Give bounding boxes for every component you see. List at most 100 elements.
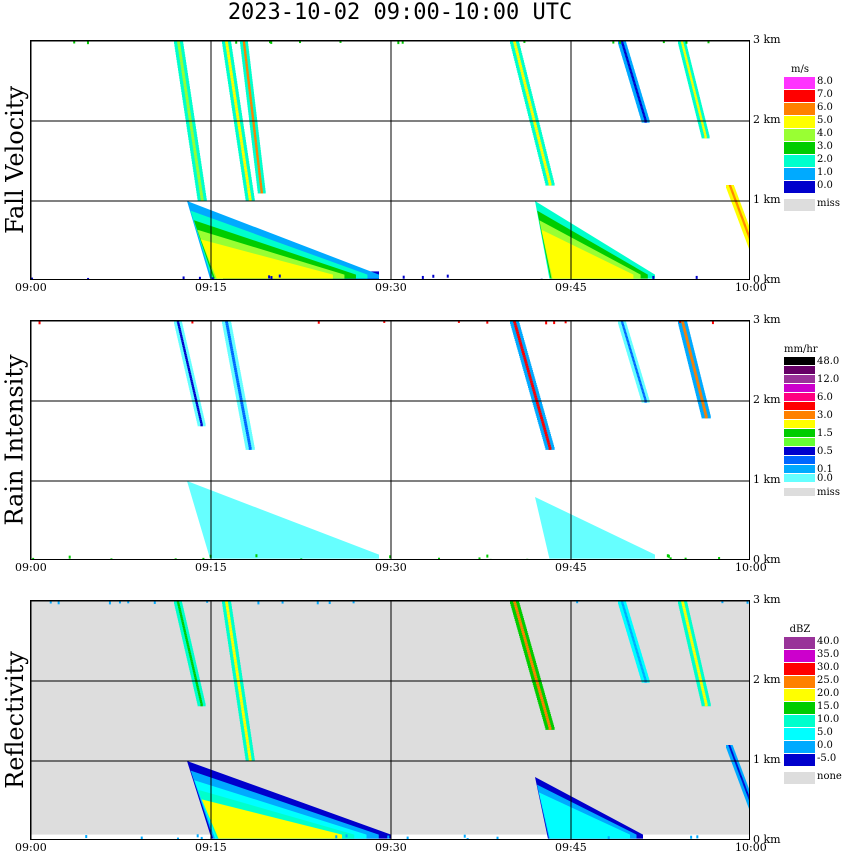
heatmap-cell <box>543 429 547 433</box>
heatmap-cell <box>258 175 262 179</box>
heatmap-cell <box>685 60 688 64</box>
heatmap-cell <box>187 647 190 651</box>
heatmap-cell <box>201 799 343 839</box>
heatmap-cell <box>177 46 181 50</box>
heatmap-cell <box>421 275 424 279</box>
heatmap-cell <box>68 555 71 559</box>
heatmap-cell <box>225 43 229 47</box>
heatmap-cell <box>268 275 271 279</box>
heatmap-cell <box>248 89 251 93</box>
heatmap-cell <box>231 641 235 644</box>
heatmap-cell <box>252 124 256 128</box>
heatmap-cell <box>317 321 320 324</box>
heatmap-cell <box>243 419 247 423</box>
legend-label: 4.0 <box>817 128 833 139</box>
heatmap-cell <box>183 630 186 634</box>
heatmap-cell <box>237 387 241 391</box>
heatmap-cell <box>199 698 202 702</box>
heatmap-cell <box>687 628 691 632</box>
heatmap-cell <box>127 601 130 604</box>
heatmap-cell <box>110 558 113 559</box>
heatmap-cell <box>576 601 579 604</box>
heatmap-cell <box>247 187 251 191</box>
x-tick-label: 09:00 <box>15 281 47 294</box>
heatmap-cell <box>689 76 692 80</box>
heatmap-cell <box>244 56 247 60</box>
heatmap-cell <box>239 697 243 700</box>
heatmap-cell <box>243 43 246 47</box>
heatmap-cell <box>683 609 687 613</box>
x-tick-label: 09:30 <box>375 561 407 574</box>
heatmap-cell <box>544 714 548 718</box>
heatmap-cell <box>229 70 233 74</box>
heatmap-cell <box>181 340 184 344</box>
heatmap-cell <box>248 198 252 202</box>
heatmap-cell <box>691 364 695 368</box>
legend-swatch <box>784 637 815 649</box>
heatmap-cell <box>183 350 186 354</box>
heatmap-cell <box>688 71 691 75</box>
heatmap-cell <box>548 726 552 730</box>
heatmap-cell <box>243 723 247 727</box>
heatmap-cell <box>699 116 702 120</box>
heatmap-cell <box>515 609 519 613</box>
heatmap-cell <box>694 658 698 662</box>
heatmap-cell <box>457 321 460 323</box>
heatmap-cell <box>523 639 527 643</box>
heatmap-cell <box>189 126 193 130</box>
heatmap-cell <box>704 413 708 417</box>
heatmap-cell <box>516 333 520 337</box>
heatmap-cell <box>192 666 195 670</box>
heatmap-cell <box>200 195 204 199</box>
heatmap-cell <box>226 51 230 55</box>
heatmap-cell <box>227 335 231 339</box>
heatmap-cell <box>190 131 194 135</box>
heatmap-cell <box>191 665 194 669</box>
heatmap-cell <box>177 604 180 608</box>
heatmap-cell <box>521 74 525 78</box>
heatmap-cell <box>227 54 231 58</box>
heatmap-cell <box>181 341 184 345</box>
heatmap-cell <box>177 324 180 328</box>
heatmap-cell <box>531 387 535 391</box>
heatmap-cell <box>256 157 259 161</box>
heatmap-cell <box>241 410 245 414</box>
heatmap-cell <box>517 335 521 339</box>
heatmap-cell <box>255 554 258 558</box>
heatmap-cell <box>694 97 698 100</box>
heatmap-cell <box>188 649 191 653</box>
legend-label: 1.0 <box>817 167 833 178</box>
legend-label: 6.0 <box>817 102 833 113</box>
heatmap-cell <box>697 673 701 677</box>
heatmap-cell <box>518 620 522 624</box>
heatmap-cell <box>244 53 247 57</box>
heatmap-cell <box>243 166 247 170</box>
heatmap-cell <box>696 105 700 108</box>
heatmap-cell <box>245 61 248 65</box>
heatmap-cell <box>513 601 517 604</box>
heatmap-cell <box>686 65 690 68</box>
heatmap-cell <box>246 68 249 72</box>
heatmap-cell <box>547 442 551 446</box>
heatmap-cell <box>546 438 550 442</box>
heatmap-cell <box>519 344 523 348</box>
heatmap-cell <box>300 558 303 559</box>
heatmap-cell <box>185 639 188 643</box>
heatmap-cell <box>177 322 180 326</box>
panel-label: Rain Intensity <box>0 320 30 560</box>
heatmap-cell <box>526 558 529 559</box>
heatmap-cell <box>666 554 669 558</box>
heatmap-cell <box>534 125 538 128</box>
heatmap-cell <box>179 54 183 58</box>
heatmap-cell <box>523 637 527 641</box>
heatmap-cell <box>232 89 236 92</box>
heatmap-cell <box>698 391 702 395</box>
heatmap-cell <box>248 195 252 199</box>
heatmap-cell <box>681 604 685 608</box>
legend-swatch <box>784 199 815 211</box>
heatmap-cell <box>198 416 202 420</box>
heatmap-cell <box>244 425 248 429</box>
heatmap-cell <box>191 137 195 140</box>
heatmap-cell <box>519 624 523 628</box>
heatmap-cell <box>182 75 186 79</box>
